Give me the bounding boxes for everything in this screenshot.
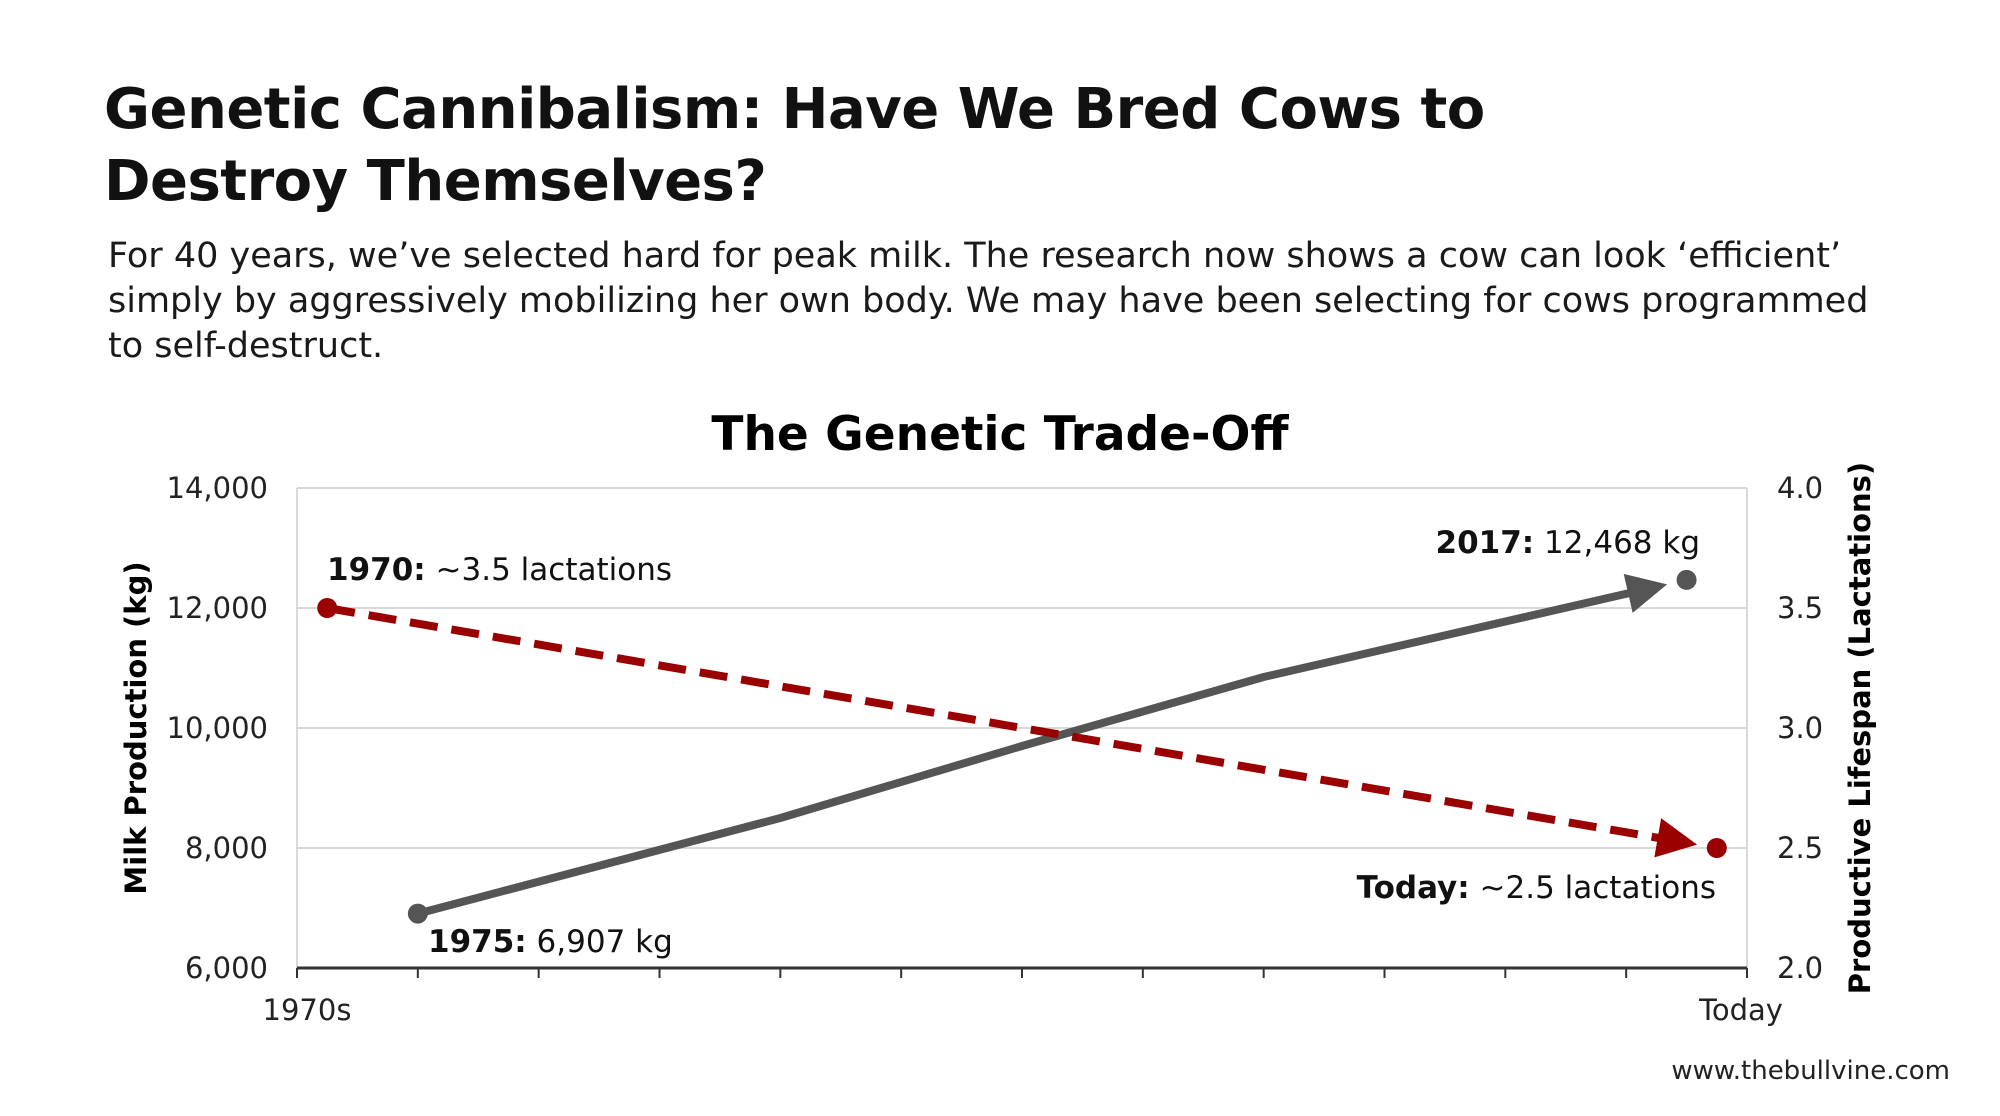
chart-title: The Genetic Trade-Off <box>711 407 1289 462</box>
series-line-1 <box>326 604 1698 858</box>
y-tick-label: 12,000 <box>167 591 268 625</box>
page-title: Genetic Cannibalism: Have We Bred Cows t… <box>104 77 1485 214</box>
annotation-1975: 1975: 6,907 kg <box>428 924 673 960</box>
annotation-1970: 1970: ~3.5 lactations <box>327 552 672 588</box>
y-axis-label-right: Productive Lifespan (Lactations) <box>1843 462 1877 994</box>
watermark: www.thebullvine.com <box>1671 1056 1950 1086</box>
annotation-2017: 2017: 12,468 kg <box>1436 525 1701 561</box>
x-tick-label: 1970s <box>263 993 352 1027</box>
y2-tick-label: 2.0 <box>1777 951 1823 985</box>
y-tick-label: 10,000 <box>167 711 268 745</box>
data-point-start <box>317 598 338 618</box>
data-point-start <box>407 903 428 924</box>
y2-tick-label: 3.0 <box>1777 711 1823 745</box>
y-axis-label-left: Milk Production (kg) <box>119 561 153 894</box>
data-point-end <box>1706 838 1727 858</box>
y-tick-label: 8,000 <box>185 831 268 865</box>
x-tick-label: Today <box>1698 993 1783 1027</box>
y-tick-label: 6,000 <box>185 951 268 985</box>
series-line-0 <box>416 573 1668 918</box>
page-subtitle: For 40 years, we’ve selected hard for pe… <box>108 236 1869 366</box>
data-point-end <box>1676 569 1697 590</box>
y2-tick-label: 3.5 <box>1777 591 1823 625</box>
y-tick-label: 14,000 <box>167 471 268 505</box>
y2-tick-label: 4.0 <box>1777 471 1823 505</box>
annotation-today: Today: ~2.5 lactations <box>1357 870 1716 906</box>
y2-tick-label: 2.5 <box>1777 831 1823 865</box>
